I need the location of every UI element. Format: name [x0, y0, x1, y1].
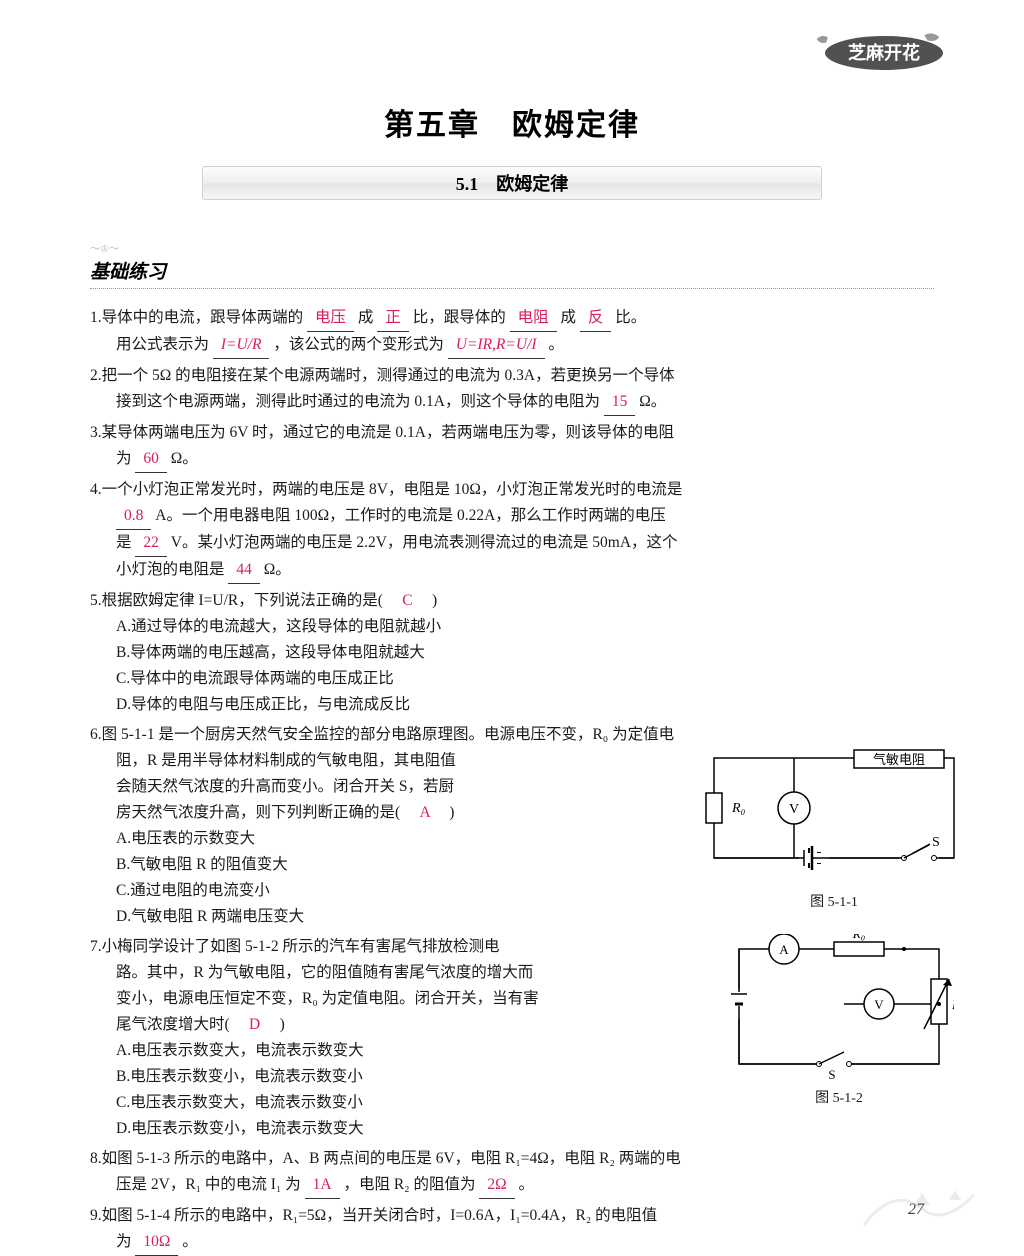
svg-text:S: S — [932, 835, 940, 850]
blank: 电压 — [307, 305, 354, 332]
answer: A — [420, 804, 430, 821]
option-b: B.气敏电阻 R 的阻值变大 — [90, 852, 635, 878]
svg-text:R₀: R₀ — [731, 801, 746, 816]
option-c: C.通过电阻的电流变小 — [90, 878, 635, 904]
option-a: A.电压表的示数变大 — [90, 826, 635, 852]
blank: U=IR,R=U/I — [448, 332, 545, 359]
option-d: D.导体的电阻与电压成正比，与电流成反比 — [90, 692, 934, 718]
blank: 反 — [580, 305, 612, 332]
question-9: 9.如图 5-1-4 所示的电路中，R₁=5Ω，当开关闭合时，I=0.6A，I₁… — [90, 1203, 934, 1256]
option-d: D.气敏电阻 R 两端电压变大 — [90, 904, 635, 930]
chapter-title: 第五章 欧姆定律 — [90, 100, 934, 144]
option-d: D.电压表示数变小，电流表示数变大 — [90, 1116, 650, 1142]
question-8: 8.如图 5-1-3 所示的电路中，A、B 两点间的电压是 6V，电阻 R₁=4… — [90, 1146, 934, 1199]
circuit-diagram-icon: R₀ V 气敏电阻 — [704, 748, 964, 888]
question-list: 1.导体中的电流，跟导体两端的 电压 成 正 比，跟导体的 电阻 成 反 比。 … — [90, 305, 934, 1256]
answer: D — [249, 1016, 260, 1033]
svg-text:A: A — [779, 942, 789, 957]
question-1: 1.导体中的电流，跟导体两端的 电压 成 正 比，跟导体的 电阻 成 反 比。 … — [90, 305, 934, 359]
question-4: 4.一个小灯泡正常发光时，两端的电压是 8V，电阻是 10Ω，小灯泡正常发光时的… — [90, 477, 934, 584]
blank: 10Ω — [135, 1229, 178, 1256]
section-title: 5.1 欧姆定律 — [456, 174, 569, 194]
question-3: 3.某导体两端电压为 6V 时，通过它的电流是 0.1A，若两端电压为零，则该导… — [90, 420, 934, 473]
figure-5-1-1: R₀ V 气敏电阻 — [704, 748, 964, 916]
blank: 22 — [135, 530, 167, 557]
question-7: 7.小梅同学设计了如图 5-1-2 所示的汽车有害尾气排放检测电 路。其中，R … — [90, 934, 934, 1142]
corner-decoration-icon — [854, 1175, 984, 1235]
blank: 正 — [377, 305, 409, 332]
question-6: 6.图 5-1-1 是一个厨房天然气安全监控的部分电路原理图。电源电压不变，R₀… — [90, 722, 934, 930]
option-c: C.导体中的电流跟导体两端的电压成正比 — [90, 666, 934, 692]
option-b: B.电压表示数变小，电流表示数变小 — [90, 1064, 650, 1090]
blank: 60 — [135, 446, 167, 473]
figure-5-1-2: A R₀ V R — [724, 934, 954, 1112]
practice-label: 基础练习 — [90, 257, 934, 289]
figure-caption: 图 5-1-2 — [724, 1086, 954, 1112]
blank: I=U/R — [213, 332, 270, 359]
blank: 44 — [228, 557, 260, 584]
circuit-diagram-icon: A R₀ V R — [724, 934, 954, 1084]
answer: C — [402, 592, 412, 609]
option-c: C.电压表示数变大，电流表示数变小 — [90, 1090, 650, 1116]
section-title-band: 5.1 欧姆定律 — [202, 166, 822, 200]
question-5: 5.根据欧姆定律 I=U/R，下列说法正确的是( C ) A.通过导体的电流越大… — [90, 588, 934, 718]
svg-text:S: S — [828, 1067, 835, 1082]
brand-logo: 芝麻开花 — [814, 25, 954, 75]
blank: 0.8 — [116, 503, 151, 530]
svg-text:气敏电阻: 气敏电阻 — [873, 752, 925, 767]
option-b: B.导体两端的电压越高，这段导体电阻就越大 — [90, 640, 934, 666]
practice-header: ～♔～ 基础练习 — [90, 240, 934, 289]
option-a: A.通过导体的电流越大，这段导体的电阻就越小 — [90, 614, 934, 640]
svg-text:R: R — [951, 997, 954, 1012]
figure-caption: 图 5-1-1 — [704, 890, 964, 916]
svg-text:V: V — [874, 997, 884, 1012]
question-2: 2.把一个 5Ω 的电阻接在某个电源两端时，测得通过的电流为 0.3A，若更换另… — [90, 363, 934, 416]
blank: 1A — [305, 1172, 340, 1199]
deco-ornament: ～♔～ — [90, 240, 934, 255]
svg-text:V: V — [789, 802, 799, 817]
blank: 电阻 — [510, 305, 557, 332]
blank: 15 — [604, 389, 636, 416]
svg-text:芝麻开花: 芝麻开花 — [848, 42, 920, 63]
blank: 2Ω — [479, 1172, 514, 1199]
svg-text:R₀: R₀ — [852, 934, 865, 941]
option-a: A.电压表示数变大，电流表示数变大 — [90, 1038, 650, 1064]
